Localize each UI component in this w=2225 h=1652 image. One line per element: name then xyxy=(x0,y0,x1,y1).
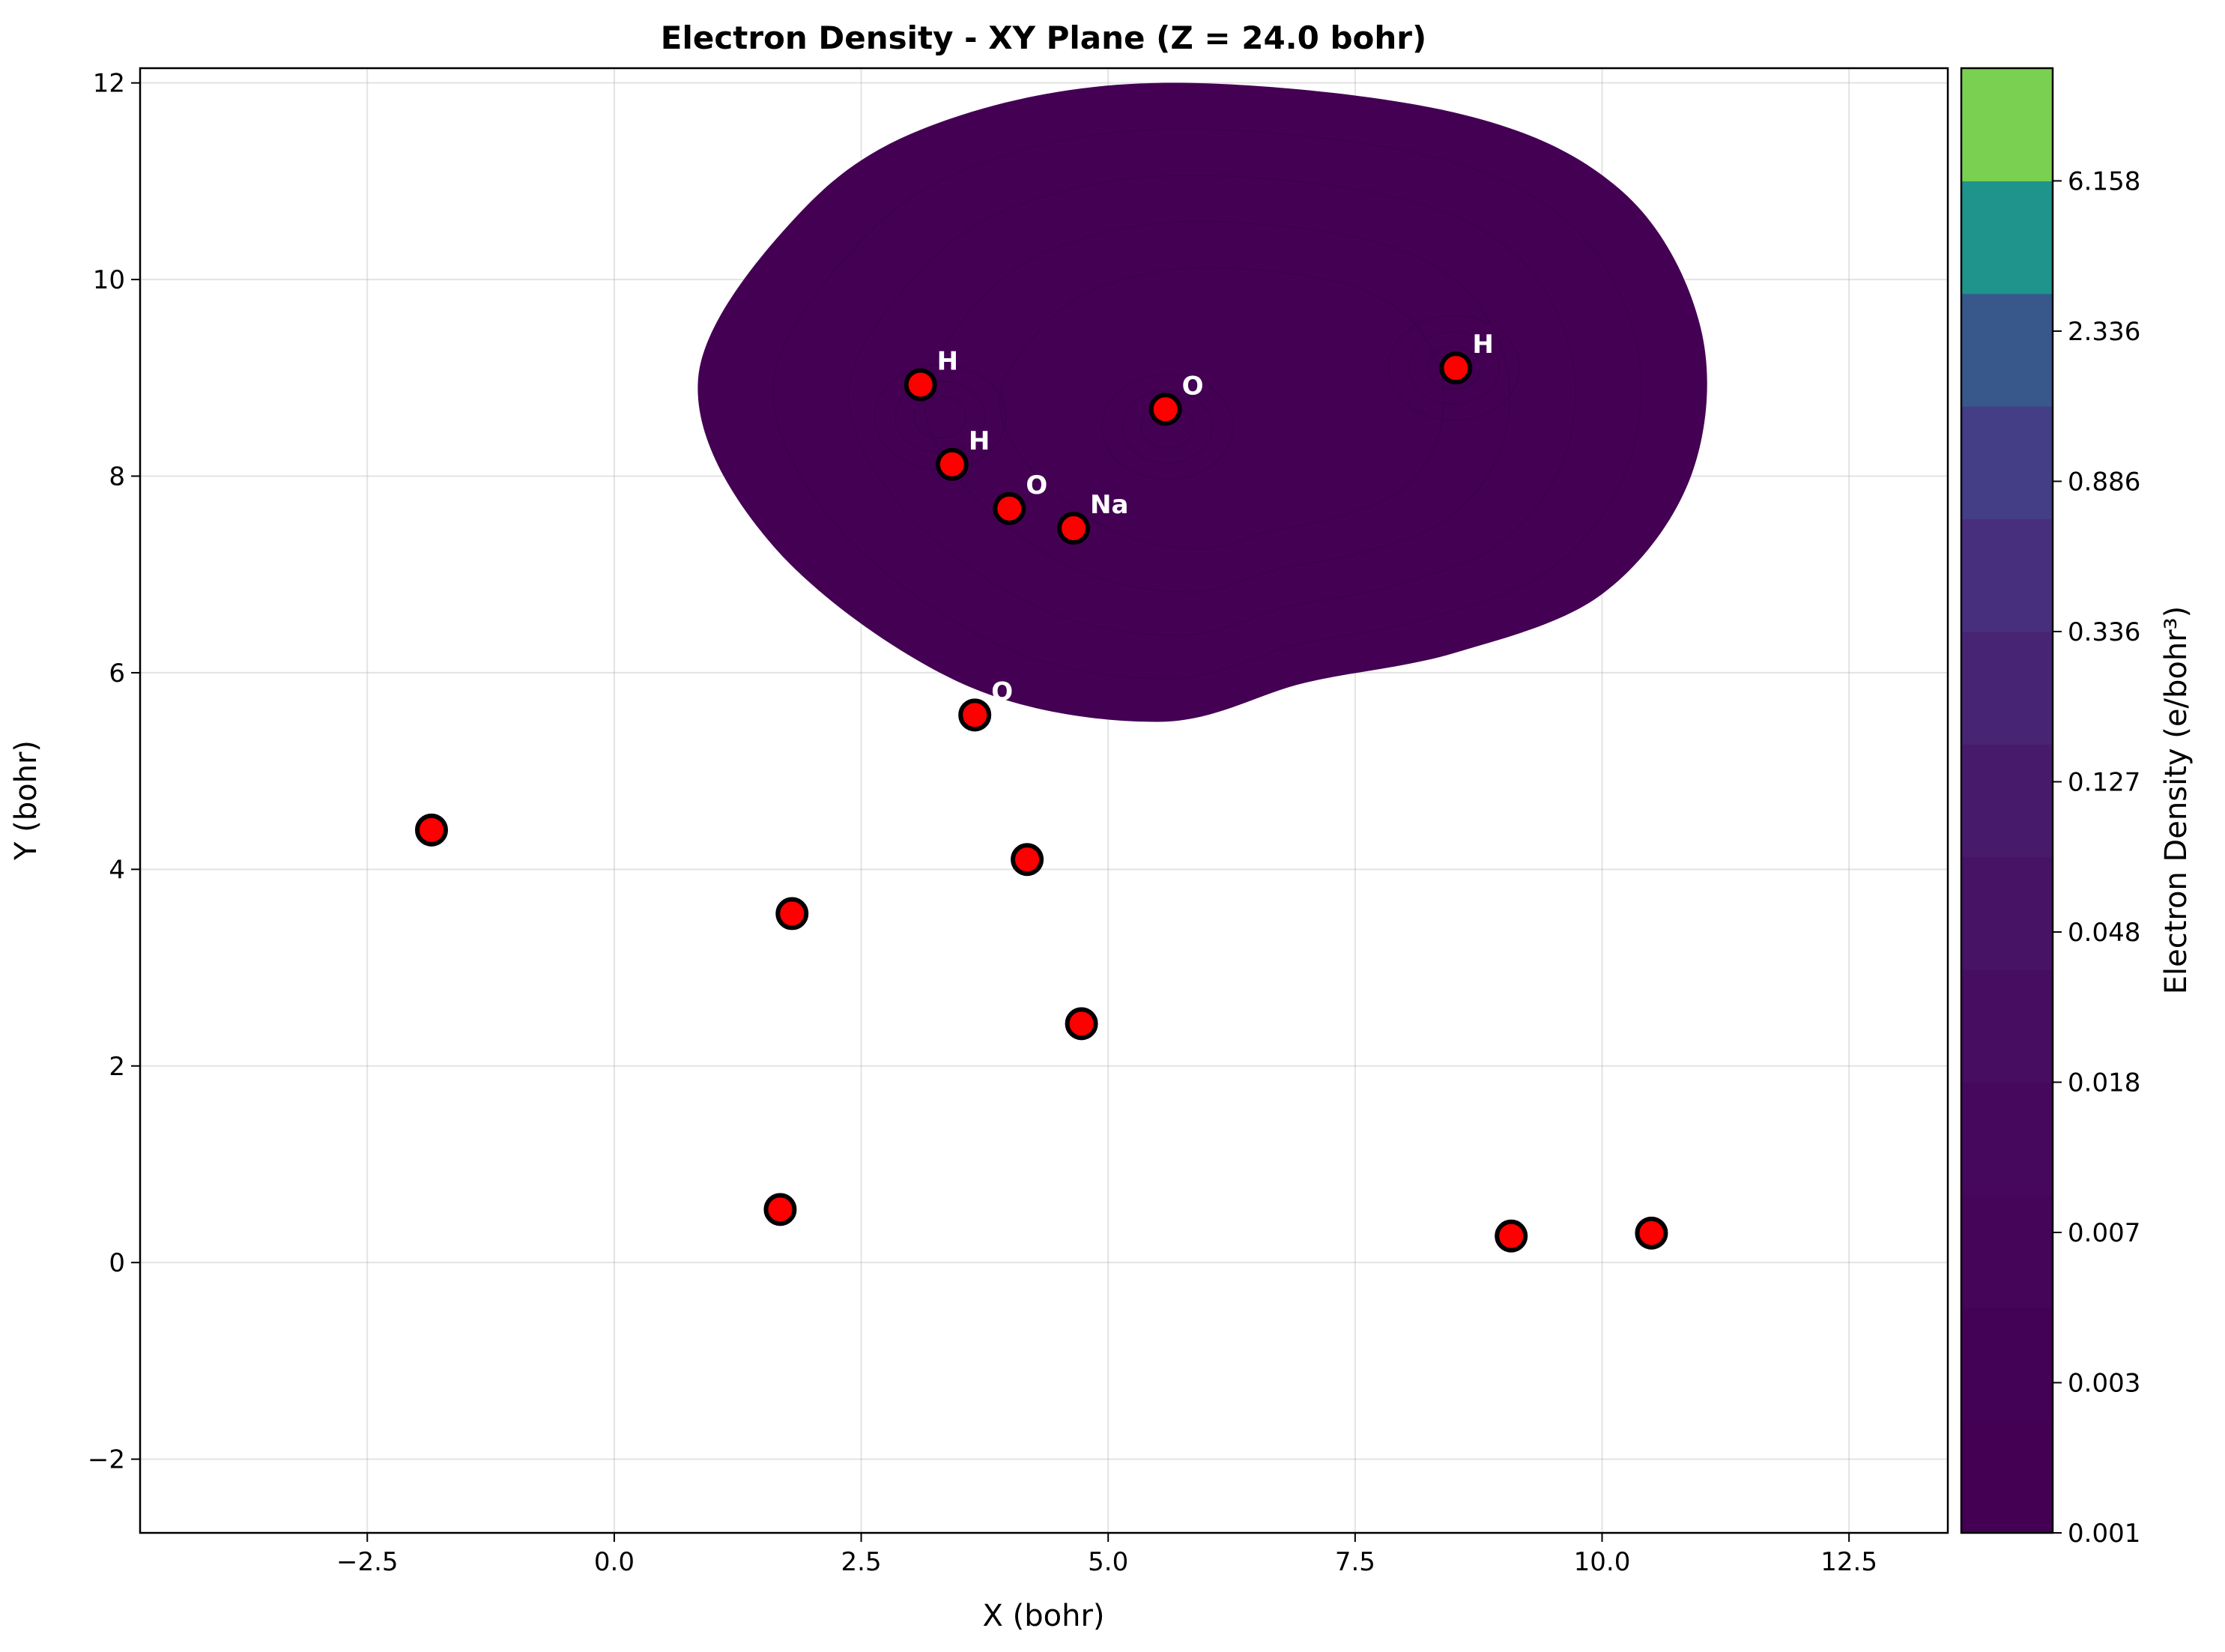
atom-marker xyxy=(1011,843,1044,877)
x-tick-label: 10.0 xyxy=(1574,1547,1631,1577)
colorbar-tick-label: 0.018 xyxy=(2068,1068,2140,1098)
atom-marker xyxy=(935,447,969,481)
atom-label: H xyxy=(969,426,990,456)
colorbar-band xyxy=(1961,518,2053,632)
colorbar-band xyxy=(1961,1194,2053,1308)
y-tick-label: 6 xyxy=(109,659,125,689)
colorbar: 0.001 0.003 0.007 0.018 0.048 0.127 0.336 0.886… xyxy=(1960,67,2140,1549)
atom-marker xyxy=(903,368,937,402)
atom-label: O xyxy=(1026,471,1047,500)
density-contour-line xyxy=(1408,331,1500,405)
atom-label: H xyxy=(1472,330,1493,360)
atom-marker xyxy=(958,698,992,732)
colorbar-band xyxy=(1961,744,2053,858)
density-contour-line xyxy=(847,174,1576,637)
colorbar-band xyxy=(1961,406,2053,520)
colorbar-tick-label: 0.127 xyxy=(2068,767,2140,797)
density-contour-line xyxy=(1426,346,1481,390)
colorbar-band xyxy=(1961,181,2053,294)
atom-label: O xyxy=(991,677,1013,707)
x-tick-label: 5.0 xyxy=(1088,1547,1128,1577)
atom-label: H xyxy=(937,346,958,376)
atom-marker xyxy=(763,1193,797,1226)
x-axis-ticks: −2.5 0.0 2.5 5.0 7.5 10.0 12.5 xyxy=(336,1533,1877,1577)
atom-marker xyxy=(775,897,809,931)
chart-title: Electron Density - XY Plane (Z = 24.0 bo… xyxy=(661,19,1426,56)
density-contour-line xyxy=(1101,373,1234,480)
colorbar-tick-label: 0.336 xyxy=(2068,617,2140,647)
atom-markers: H O H H O Na O xyxy=(414,330,1668,1253)
y-axis-label: Y (bohr) xyxy=(9,740,43,861)
atom-marker xyxy=(1635,1216,1668,1250)
x-tick-label: 2.5 xyxy=(841,1547,882,1577)
atom-marker xyxy=(1057,512,1091,545)
y-tick-label: 4 xyxy=(109,855,125,885)
atom-label: O xyxy=(1182,371,1204,401)
colorbar-tick-label: 0.048 xyxy=(2068,918,2140,948)
density-contours xyxy=(697,82,1707,722)
atom-marker xyxy=(993,491,1026,525)
colorbar-band xyxy=(1961,631,2053,745)
atom-marker xyxy=(1439,351,1473,385)
plot-frame xyxy=(139,67,1949,1534)
x-tick-label: 7.5 xyxy=(1335,1547,1375,1577)
colorbar-band xyxy=(1961,1082,2053,1196)
atom-marker xyxy=(1495,1219,1528,1253)
colorbar-band xyxy=(1961,68,2053,181)
colorbar-tick-label: 0.001 xyxy=(2068,1519,2140,1549)
atom-marker xyxy=(1065,1007,1098,1041)
x-tick-label: 12.5 xyxy=(1820,1547,1877,1577)
colorbar-band xyxy=(1961,856,2053,970)
atom-marker xyxy=(1148,393,1182,426)
colorbar-band xyxy=(1961,293,2053,407)
colorbar-tick-label: 6.158 xyxy=(2068,166,2140,196)
density-contour-line xyxy=(1121,390,1214,464)
y-tick-label: 8 xyxy=(109,462,125,492)
atom-label: Na xyxy=(1090,490,1128,520)
density-contour-line xyxy=(913,395,968,439)
colorbar-band xyxy=(1961,969,2053,1083)
colorbar-band xyxy=(1961,1307,2053,1421)
density-contour-line xyxy=(999,267,1445,550)
y-tick-label: 0 xyxy=(109,1248,125,1278)
y-tick-label: −2 xyxy=(88,1445,125,1475)
colorbar-tick-label: 0.003 xyxy=(2068,1368,2140,1398)
y-tick-label: 12 xyxy=(93,69,125,99)
colorbar-tick-label: 2.336 xyxy=(2068,317,2140,347)
x-axis-label: X (bohr) xyxy=(983,1599,1105,1633)
density-contour-line xyxy=(772,128,1642,680)
atom-marker xyxy=(414,813,448,847)
y-tick-label: 10 xyxy=(93,265,125,295)
colorbar-band xyxy=(1961,1420,2053,1534)
y-axis-ticks: −2 0 2 4 6 8 10 12 xyxy=(88,69,140,1475)
colorbar-label: Electron Density (e/bohr³) xyxy=(2159,606,2194,995)
colorbar-frame xyxy=(1960,67,2054,1534)
y-tick-label: 2 xyxy=(109,1052,125,1082)
density-contour-line xyxy=(1387,315,1521,422)
colorbar-tick-label: 0.007 xyxy=(2068,1218,2140,1248)
x-tick-label: 0.0 xyxy=(594,1547,635,1577)
colorbar-tick-label: 0.886 xyxy=(2068,467,2140,497)
x-tick-label: −2.5 xyxy=(336,1547,399,1577)
